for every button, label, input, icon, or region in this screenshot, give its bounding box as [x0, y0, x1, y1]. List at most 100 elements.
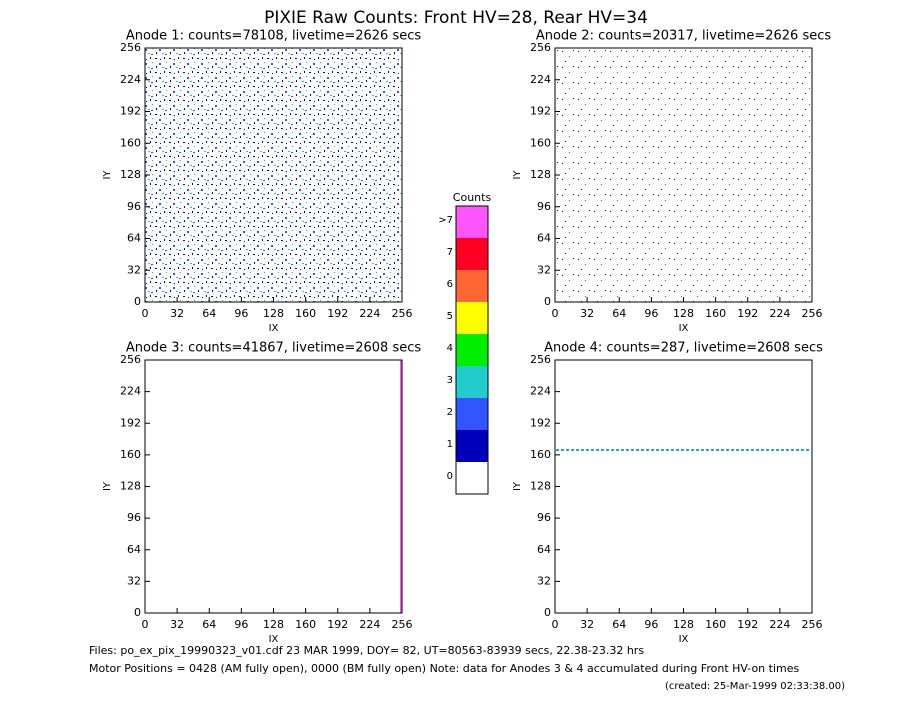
y-axis-label: IY [512, 170, 523, 180]
x-tick-label: 224 [769, 618, 790, 631]
colorbar-label: 1 [447, 439, 453, 450]
footer-line: Files: po_ex_pix_19990323_v01.cdf 23 MAR… [89, 644, 644, 657]
x-tick-label: 0 [142, 618, 149, 631]
y-tick-label: 256 [120, 41, 141, 54]
y-tick-label: 96 [537, 200, 551, 213]
x-tick-label: 0 [142, 307, 149, 320]
colorbar-label: 4 [447, 343, 453, 354]
y-tick-label: 224 [120, 385, 141, 398]
colorbar-label: 3 [447, 375, 453, 386]
x-tick-label: 256 [392, 618, 413, 631]
y-tick-label: 0 [134, 295, 141, 308]
x-tick-label: 32 [580, 307, 594, 320]
x-axis-label: IX [679, 634, 689, 645]
colorbar-label: 5 [447, 311, 453, 322]
y-tick-label: 64 [537, 543, 551, 556]
x-tick-label: 192 [737, 618, 758, 631]
colorbar-label: 7 [447, 247, 453, 258]
x-tick-label: 96 [234, 618, 248, 631]
x-tick-label: 160 [295, 307, 316, 320]
panel-title: Anode 4: counts=287, livetime=2608 secs [544, 341, 823, 356]
y-tick-label: 192 [120, 416, 141, 429]
colorbar-label: 0 [447, 471, 453, 482]
colorbar-label: 6 [447, 279, 453, 290]
colorbar-swatch [456, 430, 488, 462]
y-tick-label: 64 [127, 543, 141, 556]
x-axis-label: IX [269, 634, 279, 645]
plot-frame [144, 359, 403, 614]
x-tick-label: 192 [327, 618, 348, 631]
y-tick-label: 224 [120, 73, 141, 86]
y-tick-label: 224 [530, 385, 551, 398]
footer-note: (created: 25-Mar-1999 02:33:38.00) [665, 681, 845, 692]
x-tick-label: 192 [327, 307, 348, 320]
y-tick-label: 64 [537, 232, 551, 245]
x-tick-label: 256 [802, 618, 823, 631]
y-tick-label: 128 [120, 480, 141, 493]
y-tick-label: 0 [134, 606, 141, 619]
panel-title: Anode 1: counts=78108, livetime=2626 sec… [126, 29, 422, 44]
x-tick-label: 128 [673, 618, 694, 631]
x-tick-label: 32 [580, 618, 594, 631]
x-tick-label: 64 [202, 307, 216, 320]
x-tick-label: 64 [612, 618, 626, 631]
colorbar-swatch [456, 270, 488, 302]
x-axis-label: IX [679, 323, 689, 334]
y-tick-label: 256 [530, 41, 551, 54]
footer-line: Motor Positions = 0428 (AM fully open), … [89, 662, 799, 675]
x-tick-label: 96 [644, 307, 658, 320]
colorbar-swatch [456, 398, 488, 430]
colorbar-swatch [456, 206, 488, 238]
y-tick-label: 192 [530, 105, 551, 118]
x-tick-label: 0 [552, 307, 559, 320]
y-tick-label: 128 [530, 168, 551, 181]
y-tick-label: 32 [537, 574, 551, 587]
x-axis-label: IX [269, 323, 279, 334]
colorbar-label: >7 [438, 215, 453, 226]
y-tick-label: 64 [127, 232, 141, 245]
panel-title: Anode 2: counts=20317, livetime=2626 sec… [536, 29, 832, 44]
colorbar-frame [455, 205, 489, 495]
y-tick-label: 160 [120, 136, 141, 149]
y-tick-label: 224 [530, 73, 551, 86]
x-tick-label: 160 [705, 618, 726, 631]
y-tick-label: 96 [537, 511, 551, 524]
y-tick-label: 128 [530, 480, 551, 493]
x-tick-label: 64 [612, 307, 626, 320]
y-tick-label: 0 [544, 606, 551, 619]
x-tick-label: 32 [170, 618, 184, 631]
y-tick-label: 256 [120, 353, 141, 366]
colorbar-swatch [456, 366, 488, 398]
y-axis-label: IY [512, 481, 523, 491]
y-tick-label: 160 [530, 136, 551, 149]
colorbar-swatch [456, 462, 488, 494]
plot-frame [554, 359, 813, 614]
y-tick-label: 128 [120, 168, 141, 181]
y-tick-label: 160 [120, 448, 141, 461]
x-tick-label: 128 [263, 307, 284, 320]
x-tick-label: 192 [737, 307, 758, 320]
colorbar-label: 2 [447, 407, 453, 418]
image-texture [555, 48, 812, 302]
x-tick-label: 96 [644, 618, 658, 631]
x-tick-label: 96 [234, 307, 248, 320]
x-tick-label: 256 [392, 307, 413, 320]
y-tick-label: 96 [127, 200, 141, 213]
y-tick-label: 192 [120, 105, 141, 118]
y-axis-label: IY [102, 481, 113, 491]
y-tick-label: 0 [544, 295, 551, 308]
x-tick-label: 256 [802, 307, 823, 320]
x-tick-label: 224 [359, 307, 380, 320]
y-axis-label: IY [102, 170, 113, 180]
x-tick-label: 64 [202, 618, 216, 631]
colorbar-title: Counts [453, 191, 492, 204]
y-tick-label: 32 [127, 574, 141, 587]
x-tick-label: 224 [769, 307, 790, 320]
page-title: PIXIE Raw Counts: Front HV=28, Rear HV=3… [264, 8, 648, 28]
y-tick-label: 256 [530, 353, 551, 366]
y-tick-label: 32 [537, 263, 551, 276]
x-tick-label: 160 [705, 307, 726, 320]
colorbar-swatch [456, 334, 488, 366]
colorbar-swatch [456, 238, 488, 270]
